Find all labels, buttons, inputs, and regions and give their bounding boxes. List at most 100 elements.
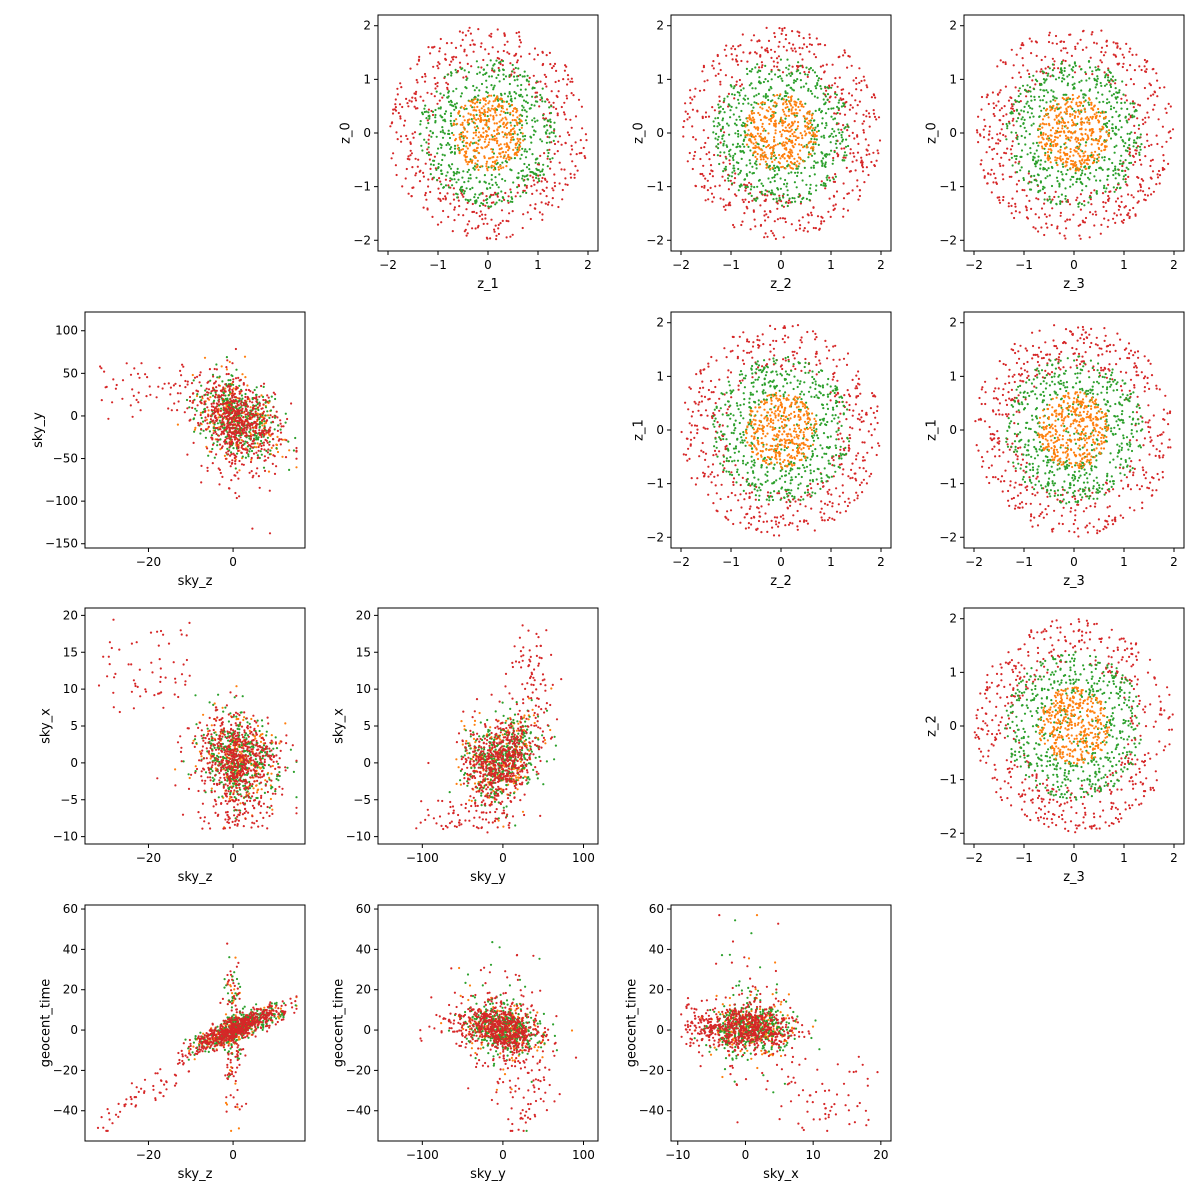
data-point xyxy=(1115,214,1118,217)
data-point xyxy=(1078,159,1081,163)
data-point xyxy=(540,140,544,143)
data-point xyxy=(808,50,811,53)
data-point xyxy=(767,177,770,180)
data-point xyxy=(460,133,463,136)
data-point xyxy=(1050,223,1053,227)
data-point xyxy=(515,92,518,95)
data-point xyxy=(503,43,506,46)
data-point xyxy=(1088,121,1091,124)
data-point xyxy=(719,141,722,144)
data-point xyxy=(503,198,506,201)
data-point xyxy=(746,72,749,76)
data-point xyxy=(478,138,481,141)
data-point xyxy=(574,141,577,144)
data-point xyxy=(1108,119,1111,123)
data-point xyxy=(1108,70,1111,74)
data-point xyxy=(805,146,808,149)
data-point xyxy=(983,176,986,179)
data-point xyxy=(1071,160,1075,163)
data-point xyxy=(519,157,522,160)
data-point xyxy=(389,125,392,128)
data-point xyxy=(714,117,717,120)
data-point xyxy=(431,110,435,113)
x-tick-label: −2 xyxy=(672,258,690,272)
data-point xyxy=(477,136,480,139)
data-point xyxy=(776,143,780,146)
data-point xyxy=(470,65,473,68)
data-point xyxy=(1136,117,1139,120)
data-point xyxy=(1000,107,1003,110)
data-point xyxy=(707,136,710,139)
data-point xyxy=(796,153,800,156)
data-point xyxy=(797,98,800,101)
data-point xyxy=(758,39,761,43)
data-point xyxy=(820,159,823,162)
data-point xyxy=(1114,125,1117,128)
data-point xyxy=(747,145,750,148)
data-point xyxy=(801,58,804,61)
data-point xyxy=(500,147,503,150)
data-point xyxy=(793,181,797,184)
data-point xyxy=(1010,112,1013,115)
data-point xyxy=(1135,146,1138,149)
data-point xyxy=(1128,50,1131,53)
data-point xyxy=(498,199,501,202)
data-point xyxy=(1043,89,1046,92)
data-point xyxy=(1120,154,1123,157)
data-point xyxy=(774,166,777,170)
data-point xyxy=(809,153,812,156)
data-point xyxy=(1008,158,1011,161)
data-point xyxy=(1095,161,1098,164)
data-point xyxy=(984,125,987,128)
data-point xyxy=(1003,105,1006,108)
data-point xyxy=(522,179,525,182)
data-point xyxy=(468,220,471,223)
data-point xyxy=(487,94,490,97)
data-point xyxy=(557,90,560,93)
data-point xyxy=(513,124,516,127)
data-point xyxy=(769,85,772,89)
data-point xyxy=(444,110,448,113)
data-point xyxy=(817,77,821,80)
data-point xyxy=(531,86,535,89)
data-point xyxy=(479,210,482,213)
data-point xyxy=(458,152,461,155)
data-point xyxy=(565,97,569,100)
data-point xyxy=(500,105,503,108)
data-point xyxy=(452,198,456,201)
data-point xyxy=(778,153,781,157)
data-point xyxy=(1109,108,1113,111)
data-point xyxy=(766,49,769,52)
data-point xyxy=(777,75,780,79)
data-point xyxy=(471,186,474,189)
data-point xyxy=(872,109,875,112)
data-point xyxy=(760,192,763,195)
data-point xyxy=(1025,95,1028,98)
data-point xyxy=(467,121,470,124)
data-point xyxy=(1114,200,1118,203)
data-point xyxy=(829,134,832,137)
data-point xyxy=(1062,74,1065,77)
data-point xyxy=(783,144,786,147)
data-point xyxy=(1126,184,1129,187)
data-point xyxy=(799,100,802,103)
data-point xyxy=(1110,94,1113,97)
data-point xyxy=(537,169,540,172)
data-point xyxy=(443,112,446,115)
data-point xyxy=(834,175,838,178)
data-point xyxy=(787,108,791,111)
data-point xyxy=(580,151,583,155)
data-point xyxy=(989,173,992,176)
data-point xyxy=(416,165,419,168)
data-point xyxy=(1101,125,1104,128)
data-point xyxy=(1116,96,1119,99)
data-point xyxy=(762,80,766,84)
x-axis-label: z_3 xyxy=(1063,277,1085,292)
data-point xyxy=(548,106,551,109)
data-point xyxy=(490,75,493,78)
data-point xyxy=(708,158,711,161)
data-point xyxy=(532,133,535,136)
data-point xyxy=(422,175,425,178)
data-point xyxy=(513,130,516,133)
data-point xyxy=(1059,200,1062,203)
